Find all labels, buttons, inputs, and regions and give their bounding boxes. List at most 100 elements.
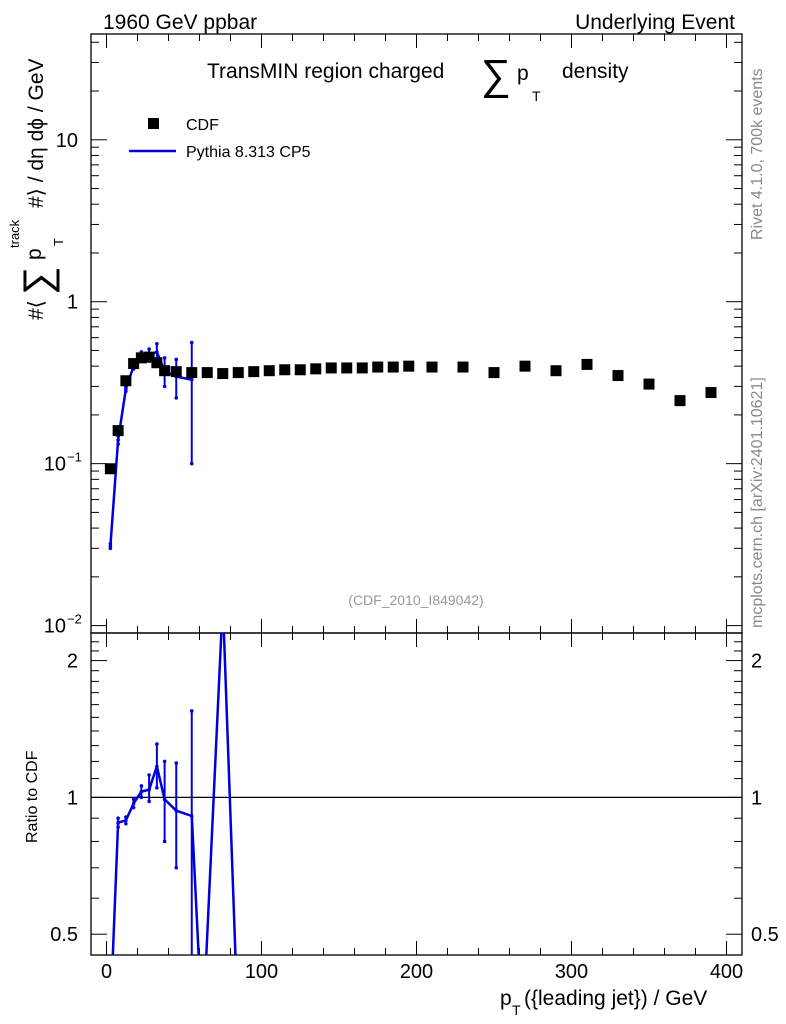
header-left: 1960 GeV ppbar <box>103 11 257 34</box>
cdf-data-marker <box>151 357 163 369</box>
cdf-data-marker <box>674 395 686 407</box>
ratio-ticks <box>91 632 742 955</box>
cdf-data-marker <box>186 367 198 379</box>
cdf-data-marker <box>581 358 593 370</box>
cdf-data-marker <box>128 358 140 370</box>
cdf-data-marker <box>104 463 116 475</box>
cdf-data-marker <box>170 366 182 378</box>
ylabel-a: #⟨ <box>25 300 48 320</box>
mc-ratio-error-cap <box>139 784 144 788</box>
mc-ratio-error-cap <box>174 865 179 870</box>
main-y-tick-label: 10 <box>44 616 66 638</box>
x-tick-label: 100 <box>245 961 278 983</box>
title-pre: TransMIN region charged <box>207 60 444 83</box>
mc-ratio-error-cap <box>174 761 179 765</box>
cdf-data-marker <box>217 368 229 380</box>
xlabel-p: p <box>500 987 512 1010</box>
legend-cdf-marker <box>148 118 159 129</box>
cdf-data-marker <box>159 365 171 377</box>
cdf-data-marker <box>248 366 260 378</box>
mc-ratio-error-cap <box>147 773 151 777</box>
cdf-data-marker <box>201 367 213 379</box>
ylabel-sup: track <box>7 219 22 248</box>
ylabel-sub: T <box>51 238 66 246</box>
cdf-data-marker <box>112 425 124 437</box>
legend: CDF Pythia 8.313 CP5 <box>129 117 311 161</box>
mc-ratio-error-cap <box>139 795 144 800</box>
cdf-data-marker <box>643 378 655 390</box>
cdf-data-marker <box>263 365 275 377</box>
cdf-data-marker <box>120 375 132 387</box>
mc-ratio-error-cap <box>189 709 194 713</box>
mc-main-error-cap <box>162 356 167 360</box>
main-y-tick-exponent: −1 <box>67 450 82 465</box>
mc-main-error-cap <box>189 340 194 345</box>
x-tick-label: 400 <box>710 961 743 983</box>
cdf-data-marker <box>519 360 531 372</box>
legend-cdf-label: CDF <box>186 117 219 134</box>
mc-ratio-error-cap <box>162 839 167 844</box>
mc-ratio-error-cap <box>155 742 159 746</box>
cdf-data-marker <box>550 365 562 377</box>
cdf-data-marker <box>356 362 368 374</box>
ylabel-p: p <box>23 248 46 260</box>
ratio-y-tick-label-left: 1 <box>67 787 78 809</box>
title-sum-symbol: ∑ <box>481 51 511 98</box>
x-tick-label: 200 <box>400 961 433 983</box>
xlabel-rest: ({leading jet}) / GeV <box>524 987 707 1010</box>
ylabel-sum: ∑ <box>16 266 60 295</box>
main-ticks <box>91 34 742 634</box>
mc-main-error-cap <box>155 341 159 346</box>
ratio-y-tick-label-right: 2 <box>751 651 762 673</box>
main-y-tick-label: 10 <box>56 130 78 152</box>
x-axis-label: p T ({leading jet}) / GeV <box>500 987 707 1018</box>
mc-ratio-error-cap <box>124 821 128 826</box>
ratio-y-tick-labels: 0.5 0.5 1 1 2 2 <box>50 651 779 947</box>
cdf-data-marker <box>279 364 291 376</box>
main-y-tick-label: 1 <box>67 292 78 314</box>
ylabel-b: #⟩ / dη dϕ / GeV <box>25 58 48 208</box>
cdf-data-marker <box>294 364 306 376</box>
ratio-frame <box>90 632 743 956</box>
cdf-data-marker <box>143 351 155 363</box>
main-y-tick-label: 10 <box>44 454 66 476</box>
ratio-y-tick-label-right: 1 <box>751 787 762 809</box>
ratio-panel: 0.5 0.5 1 1 2 2 Ratio to CDF <box>24 632 779 956</box>
cdf-data-marker <box>488 367 500 379</box>
mc-ratio-error-cap <box>147 799 151 804</box>
mc-main-error-cap <box>174 396 179 400</box>
x-tick-labels: 0 100 200 300 400 <box>101 961 743 983</box>
title-sub: T <box>532 88 541 104</box>
cdf-series-main <box>104 351 717 475</box>
x-tick-label: 300 <box>555 961 588 983</box>
ratio-y-tick-label-right: 0.5 <box>751 924 779 946</box>
mcplots-label: mcplots.cern.ch [arXiv:2401.10621] <box>749 377 766 628</box>
mc-main-error-cap <box>189 461 194 466</box>
mc-ratio-error-cap <box>162 759 167 764</box>
cdf-data-marker <box>135 352 147 364</box>
main-y-axis-label: #⟨ ∑ p track T #⟩ / dη dϕ / GeV <box>7 58 66 320</box>
ratio-y-axis-label: Ratio to CDF <box>24 750 41 843</box>
title-post: density <box>562 60 629 83</box>
cdf-data-marker <box>612 370 624 382</box>
header-right: Underlying Event <box>575 11 735 34</box>
mc-series-ratio <box>111 633 237 955</box>
x-tick-label: 0 <box>101 961 112 983</box>
cdf-data-marker <box>457 361 469 373</box>
cdf-data-marker <box>403 360 415 372</box>
ratio-y-tick-label-left: 0.5 <box>50 924 78 946</box>
main-y-tick-exponent: −2 <box>67 612 82 627</box>
mc-ratio-error-cap <box>116 816 120 820</box>
analysis-id: (CDF_2010_I849042) <box>348 592 483 608</box>
chart-title: TransMIN region charged ∑ p T density <box>207 51 629 104</box>
mc-ratio-line <box>111 633 237 955</box>
cdf-data-marker <box>705 387 717 399</box>
cdf-data-marker <box>325 362 337 374</box>
cdf-data-marker <box>387 361 399 373</box>
ratio-y-tick-label-left: 2 <box>67 651 78 673</box>
mc-main-error-cap <box>162 384 167 389</box>
mc-main-error-cap <box>147 347 151 351</box>
